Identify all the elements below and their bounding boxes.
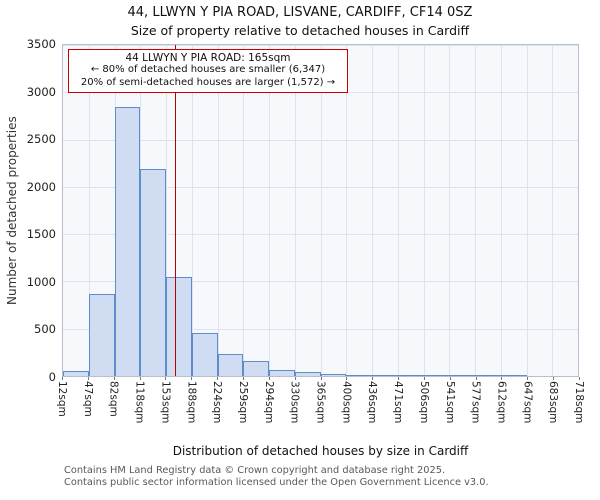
x-tick-mark xyxy=(527,377,529,380)
gridline-vertical xyxy=(552,45,554,376)
histogram-bar xyxy=(397,375,424,376)
histogram-bar xyxy=(500,375,527,376)
plot-area: 44 LLWYN Y PIA ROAD: 165sqm ← 80% of det… xyxy=(62,44,579,377)
x-tick-label: 577sqm xyxy=(469,381,482,424)
x-tick-mark xyxy=(553,377,555,380)
histogram-bar xyxy=(63,371,89,376)
x-tick-label: 365sqm xyxy=(314,381,327,424)
histogram-bar xyxy=(372,375,398,376)
x-tick-label: 188sqm xyxy=(185,381,198,424)
x-tick-mark xyxy=(475,377,477,380)
x-tick-mark xyxy=(501,377,503,380)
x-tick-label: 612sqm xyxy=(495,381,508,424)
chart-subtitle: Size of property relative to detached ho… xyxy=(130,23,470,38)
annotation-property-label: 44 LLWYN Y PIA ROAD: 165sqm xyxy=(125,52,291,64)
x-tick-label: 436sqm xyxy=(366,381,379,424)
x-tick-label: 541sqm xyxy=(443,381,456,424)
histogram-bar xyxy=(114,107,141,376)
annotation-smaller-text: ← 80% of detached houses are smaller (6,… xyxy=(90,64,326,76)
x-tick-mark xyxy=(217,377,219,380)
footer: Contains HM Land Registry data © Crown c… xyxy=(64,465,489,488)
gridline-vertical xyxy=(269,45,270,376)
x-tick-label: 683sqm xyxy=(547,381,560,424)
histogram-bar xyxy=(191,332,218,376)
x-tick-mark xyxy=(165,377,167,380)
chart-title: 44, LLWYN Y PIA ROAD, LISVANE, CARDIFF, … xyxy=(127,5,473,20)
footer-line-2: Contains public sector information licen… xyxy=(64,476,489,488)
x-tick-label: 224sqm xyxy=(211,381,224,424)
x-tick-label: 718sqm xyxy=(573,381,585,424)
x-tick-label: 294sqm xyxy=(262,381,275,424)
annotation-box: 44 LLWYN Y PIA ROAD: 165sqm ← 80% of det… xyxy=(68,49,348,94)
property-size-marker-line xyxy=(174,45,177,376)
x-tick-label: 47sqm xyxy=(81,381,94,417)
x-tick-mark xyxy=(398,377,400,380)
histogram-bar xyxy=(166,276,192,376)
histogram-bar xyxy=(423,375,450,376)
x-tick-mark xyxy=(113,377,115,380)
histogram-bar xyxy=(88,293,115,376)
x-tick-mark xyxy=(191,377,193,380)
y-axis-title: Number of detached properties xyxy=(5,116,19,305)
gridline-vertical xyxy=(500,45,502,376)
gridline-vertical xyxy=(243,45,245,376)
footer-line-1: Contains HM Land Registry data © Crown c… xyxy=(64,465,446,476)
x-tick-mark xyxy=(320,377,322,380)
x-tick-label: 153sqm xyxy=(159,381,172,424)
gridline-vertical xyxy=(526,45,528,376)
x-tick-mark xyxy=(423,377,425,380)
x-tick-label: 12sqm xyxy=(56,381,68,417)
gridline-vertical xyxy=(166,45,167,376)
x-tick-label: 259sqm xyxy=(236,381,249,424)
x-tick-label: 400sqm xyxy=(340,381,353,424)
x-tick-mark xyxy=(346,377,348,380)
x-tick-label: 471sqm xyxy=(392,381,405,424)
histogram-bar xyxy=(217,354,244,376)
histogram-bar xyxy=(320,373,347,376)
x-tick-label: 506sqm xyxy=(417,381,430,424)
gridline-vertical xyxy=(294,45,296,376)
x-tick-label: 647sqm xyxy=(521,381,534,424)
x-tick-label: 118sqm xyxy=(133,381,146,424)
gridline-vertical xyxy=(191,45,193,376)
gridline-vertical xyxy=(88,45,90,376)
x-tick-mark xyxy=(62,377,63,380)
x-tick-mark xyxy=(449,377,451,380)
x-tick-mark xyxy=(579,377,580,380)
annotation-larger-text: 20% of semi-detached houses are larger (… xyxy=(80,76,336,88)
histogram-bar xyxy=(269,370,295,376)
x-tick-mark xyxy=(294,377,296,380)
gridline-vertical xyxy=(475,45,476,376)
x-tick-label: 330sqm xyxy=(288,381,301,424)
histogram-bar xyxy=(449,375,475,376)
gridline-vertical xyxy=(346,45,348,376)
gridline-vertical xyxy=(372,45,373,376)
x-axis-title: Distribution of detached houses by size … xyxy=(172,444,469,458)
x-tick-mark xyxy=(372,377,374,380)
gridline-vertical xyxy=(320,45,322,376)
histogram-bar xyxy=(346,374,372,376)
gridline-vertical xyxy=(423,45,425,376)
histogram-bar xyxy=(294,372,321,376)
x-tick-label: 82sqm xyxy=(107,381,120,417)
x-tick-mark xyxy=(242,377,244,380)
histogram-bar xyxy=(140,168,166,376)
gridline-vertical xyxy=(397,45,399,376)
gridline-vertical xyxy=(217,45,219,376)
histogram-bar xyxy=(243,360,269,376)
x-tick-mark xyxy=(139,377,141,380)
gridline-vertical xyxy=(449,45,451,376)
x-tick-mark xyxy=(87,377,89,380)
x-tick-mark xyxy=(268,377,270,380)
histogram-bar xyxy=(475,375,501,376)
